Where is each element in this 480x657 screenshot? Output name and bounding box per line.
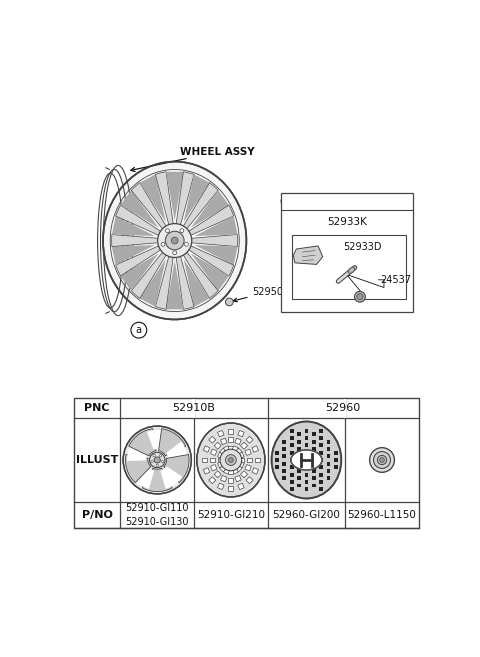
Polygon shape <box>112 235 159 246</box>
Polygon shape <box>167 442 188 461</box>
Polygon shape <box>143 468 172 491</box>
Polygon shape <box>188 245 234 276</box>
Polygon shape <box>183 259 210 307</box>
Circle shape <box>380 458 384 463</box>
Text: WHEEL ASSY: WHEEL ASSY <box>131 147 255 171</box>
Ellipse shape <box>291 450 322 470</box>
Circle shape <box>161 242 165 246</box>
Polygon shape <box>156 255 173 309</box>
Text: 52933K: 52933K <box>327 217 367 227</box>
Circle shape <box>228 458 233 463</box>
Text: 52910B: 52910B <box>173 403 216 413</box>
Ellipse shape <box>272 422 341 499</box>
Polygon shape <box>195 245 238 265</box>
Polygon shape <box>112 245 155 265</box>
Bar <box>292 235 407 299</box>
Circle shape <box>370 447 395 472</box>
Polygon shape <box>166 261 183 309</box>
Text: PNC: PNC <box>84 403 110 413</box>
Polygon shape <box>188 205 234 236</box>
Text: 52960-L1150: 52960-L1150 <box>348 510 417 520</box>
Ellipse shape <box>103 162 246 319</box>
Polygon shape <box>129 429 156 456</box>
Text: 52910-GI110
52910-GI130: 52910-GI110 52910-GI130 <box>125 503 189 527</box>
Polygon shape <box>156 171 173 226</box>
Polygon shape <box>120 253 159 291</box>
Polygon shape <box>116 245 162 276</box>
Text: 52950: 52950 <box>233 287 284 302</box>
Polygon shape <box>140 174 166 222</box>
Polygon shape <box>190 235 238 246</box>
Circle shape <box>220 449 242 471</box>
Polygon shape <box>120 191 159 228</box>
Ellipse shape <box>197 423 265 497</box>
Polygon shape <box>147 430 168 449</box>
Circle shape <box>184 242 188 246</box>
Circle shape <box>149 452 165 468</box>
Text: 52960-GI200: 52960-GI200 <box>273 510 340 520</box>
Bar <box>193 399 195 418</box>
Ellipse shape <box>348 267 355 273</box>
Polygon shape <box>116 205 162 236</box>
Text: 52960: 52960 <box>325 403 361 413</box>
Text: P/NO: P/NO <box>82 510 113 520</box>
Polygon shape <box>166 171 183 220</box>
Polygon shape <box>293 246 323 264</box>
Circle shape <box>355 291 365 302</box>
Polygon shape <box>182 183 218 230</box>
Polygon shape <box>125 455 151 483</box>
Polygon shape <box>164 455 189 483</box>
Text: ILLUST: ILLUST <box>76 455 119 465</box>
Polygon shape <box>176 171 194 226</box>
Circle shape <box>357 294 363 300</box>
Circle shape <box>377 455 387 464</box>
Text: a: a <box>136 325 142 335</box>
Circle shape <box>180 229 184 233</box>
Polygon shape <box>191 253 229 291</box>
Polygon shape <box>132 466 154 489</box>
Polygon shape <box>191 191 229 228</box>
Bar <box>74 398 419 528</box>
Circle shape <box>159 455 162 457</box>
Polygon shape <box>131 183 167 230</box>
Text: 52910-GI210: 52910-GI210 <box>197 510 265 520</box>
Bar <box>281 193 413 312</box>
Circle shape <box>153 455 155 457</box>
Polygon shape <box>158 429 186 456</box>
Polygon shape <box>182 251 218 298</box>
Polygon shape <box>176 255 194 309</box>
Circle shape <box>165 231 184 250</box>
Text: 52933D: 52933D <box>344 242 382 252</box>
Polygon shape <box>112 216 155 236</box>
Circle shape <box>173 251 177 255</box>
Ellipse shape <box>123 426 192 494</box>
Circle shape <box>156 464 158 466</box>
Circle shape <box>157 223 192 258</box>
Polygon shape <box>183 174 210 222</box>
Polygon shape <box>160 466 182 489</box>
Text: a: a <box>286 196 292 206</box>
Circle shape <box>151 461 153 463</box>
Circle shape <box>166 229 169 233</box>
Circle shape <box>161 461 164 463</box>
Bar <box>345 399 346 418</box>
Polygon shape <box>195 216 238 236</box>
Circle shape <box>226 455 236 465</box>
Circle shape <box>154 457 160 463</box>
Polygon shape <box>131 251 167 298</box>
Polygon shape <box>127 442 148 461</box>
Text: 24537: 24537 <box>380 275 411 285</box>
Circle shape <box>373 451 391 468</box>
Circle shape <box>171 237 178 244</box>
Circle shape <box>226 298 233 306</box>
Polygon shape <box>140 259 166 307</box>
